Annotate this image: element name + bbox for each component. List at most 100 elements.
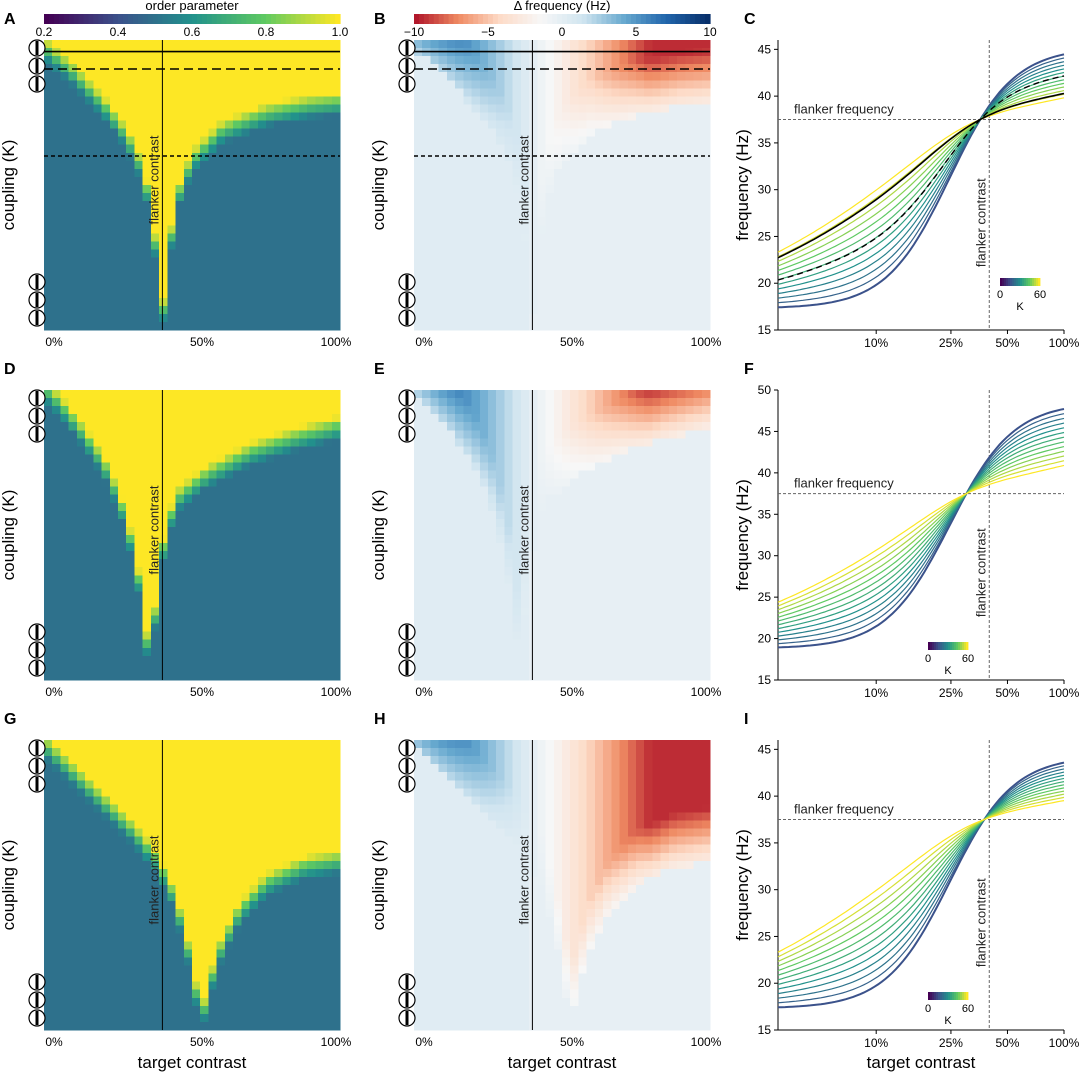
heatmap-cell xyxy=(553,615,563,625)
heatmap-cell xyxy=(298,193,308,202)
heatmap-cell xyxy=(619,217,629,226)
heatmap-cell xyxy=(208,655,218,665)
heatmap-cell xyxy=(496,233,506,242)
heatmap-cell xyxy=(570,599,580,609)
heatmap-cell xyxy=(488,502,497,512)
heatmap-cell xyxy=(553,249,563,259)
heatmap-cell xyxy=(545,583,555,592)
heatmap-cell xyxy=(192,257,201,267)
heatmap-cell xyxy=(249,249,259,259)
heatmap-cell xyxy=(142,518,152,528)
heatmap-cell xyxy=(553,217,563,226)
heatmap-cell xyxy=(660,281,670,291)
heatmap-cell xyxy=(594,209,604,218)
heatmap-cell xyxy=(586,88,596,97)
heatmap-cell xyxy=(512,454,522,464)
heatmap-cell xyxy=(488,575,497,584)
heatmap-cell xyxy=(134,478,144,488)
heatmap-cell xyxy=(257,631,267,641)
heatmap-cell xyxy=(331,551,341,560)
heatmap-cell xyxy=(636,321,645,331)
heatmap-cell xyxy=(586,40,596,49)
heatmap-cell xyxy=(677,193,686,202)
heatmap-cell xyxy=(488,583,497,592)
heatmap-cell xyxy=(438,583,448,592)
heatmap-cell xyxy=(537,185,547,194)
heatmap-cell xyxy=(627,233,637,242)
heatmap-cell xyxy=(233,176,242,186)
heatmap-cell xyxy=(693,289,703,299)
heatmap-cell xyxy=(545,535,555,544)
heatmap-cell xyxy=(183,478,193,488)
heatmap-cell xyxy=(101,567,111,576)
heatmap-cell xyxy=(331,80,341,89)
heatmap-cell xyxy=(529,446,538,456)
heatmap-cell xyxy=(586,321,596,331)
heatmap-cell xyxy=(109,104,119,114)
heatmap-cell xyxy=(537,422,547,431)
heatmap-cell xyxy=(216,120,226,130)
heatmap-cell xyxy=(315,454,325,464)
heatmap-cell xyxy=(76,454,86,464)
heatmap-cell xyxy=(233,430,242,439)
heatmap-cell xyxy=(150,201,160,210)
heatmap-cell xyxy=(175,96,185,106)
heatmap-cell xyxy=(455,575,464,584)
heatmap-cell xyxy=(183,551,193,560)
heatmap-cell xyxy=(537,56,547,65)
heatmap-cell xyxy=(257,225,267,234)
heatmap-cell xyxy=(562,535,571,544)
heatmap-cell xyxy=(200,526,210,536)
heatmap-cell xyxy=(200,185,210,194)
y-tick-label: 35 xyxy=(758,136,772,150)
heatmap-cell xyxy=(586,567,596,576)
heatmap-cell xyxy=(224,398,234,407)
heatmap-cell xyxy=(183,518,193,528)
heatmap-cell xyxy=(224,281,234,291)
colorbar-swatch xyxy=(137,14,144,24)
colorbar-swatch xyxy=(68,14,75,24)
heatmap-cell xyxy=(282,551,292,560)
heatmap-cell xyxy=(627,201,637,210)
heatmap-cell xyxy=(257,273,267,283)
heatmap-cell xyxy=(520,305,530,315)
heatmap-cell xyxy=(570,96,580,106)
heatmap-cell xyxy=(183,225,193,234)
heatmap-cell xyxy=(414,639,423,649)
heatmap-cell xyxy=(488,40,497,49)
heatmap-cell xyxy=(101,390,111,399)
heatmap-cell xyxy=(512,257,522,267)
heatmap-cell xyxy=(290,631,300,641)
heatmap-cell xyxy=(307,225,316,234)
heatmap-cell xyxy=(68,168,78,178)
heatmap-cell xyxy=(233,494,242,504)
heatmap-cell xyxy=(44,462,53,472)
heatmap-cell xyxy=(208,607,218,617)
heatmap-cell xyxy=(68,176,78,186)
heatmap-cell xyxy=(159,551,168,560)
heatmap-cell xyxy=(93,390,103,399)
flanker-frequency-label: flanker frequency xyxy=(794,102,894,117)
heatmap-cell xyxy=(274,623,284,633)
heatmap-cell xyxy=(93,120,103,130)
heatmap-cell xyxy=(266,470,275,480)
heatmap-cell xyxy=(644,96,654,106)
colorbar-swatch xyxy=(448,14,455,24)
heatmap-cell xyxy=(134,241,144,251)
heatmap-cell xyxy=(44,201,53,210)
heatmap-cell xyxy=(323,615,333,625)
heatmap-cell xyxy=(224,201,234,210)
heatmap-cell xyxy=(126,446,136,456)
heatmap-cell xyxy=(455,265,464,275)
heatmap-cell xyxy=(644,64,654,73)
heatmap-cell xyxy=(93,631,103,641)
heatmap-cell xyxy=(101,591,111,601)
heatmap-cell xyxy=(118,647,127,657)
heatmap-cell xyxy=(455,88,464,97)
heatmap-cell xyxy=(422,599,432,609)
heatmap-cell xyxy=(183,209,193,218)
heatmap-cell xyxy=(183,647,193,657)
heatmap-cell xyxy=(192,655,201,665)
heatmap-cell xyxy=(208,241,218,251)
heatmap-cell xyxy=(529,663,538,673)
